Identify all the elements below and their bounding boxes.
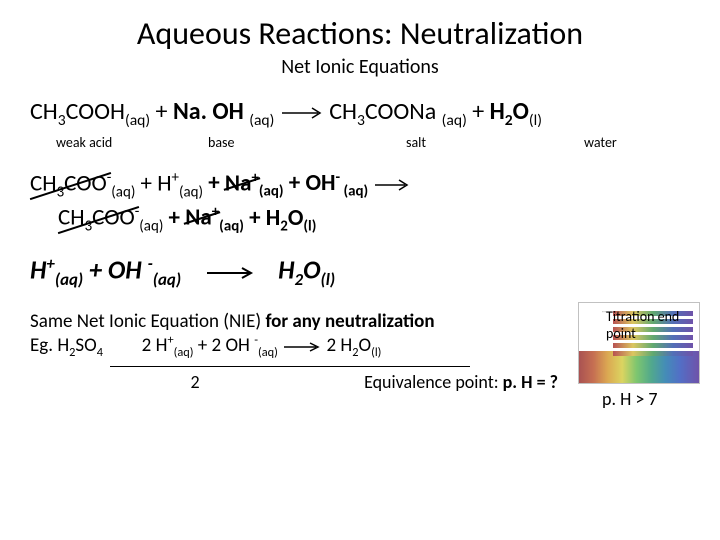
equation-2-line1: CH3COO- (aq) + H+(aq) + Na+(aq) + OH- (a…	[30, 169, 690, 201]
eq2-naplus: +	[251, 169, 258, 187]
eq2-plus2: +	[208, 169, 225, 197]
eq2b-plus-h: + H	[249, 204, 280, 232]
eq1-cooh: COOH	[66, 97, 125, 126]
eq3-aq2: (aq)	[153, 269, 181, 290]
spectator-1: CH3COO-	[30, 169, 111, 201]
eq2-coo: COO	[64, 169, 107, 197]
eq2b-2: 2	[280, 217, 288, 235]
eq3-hplus: +	[46, 253, 54, 274]
arrow-icon	[280, 106, 324, 120]
eq2-aq4: (aq)	[340, 183, 368, 201]
eq1-aq1: (aq)	[125, 111, 150, 130]
bottom-2h2o: 2 H	[326, 334, 352, 357]
divider	[110, 366, 470, 367]
eq1-coona: COONa	[365, 97, 442, 126]
eq1-aq3: (aq)	[442, 111, 467, 130]
equivalence-ph: p. H = ?	[503, 371, 558, 393]
eq3-h: H	[30, 254, 46, 286]
page-subtitle: Net Ionic Equations	[30, 55, 690, 79]
eq2b-minus: -	[135, 203, 140, 221]
eq2b-aq1: (aq)	[139, 217, 163, 235]
bottom-line1a: Same Net Ionic Equation (NIE)	[30, 310, 265, 333]
bottom-l: (l)	[371, 345, 381, 360]
equation-1: CH3COOH(aq) + Na. OH (aq) CH3COONa (aq) …	[30, 97, 690, 130]
eq3-ph: H	[278, 254, 294, 286]
eq2-plus-oh: + OH	[289, 169, 336, 197]
eq2b-naplus: +	[212, 203, 219, 221]
eq1-aq2: (aq)	[249, 111, 274, 130]
eq2b-o: O	[288, 204, 304, 232]
eq2b-plus1: +	[169, 204, 186, 232]
bottom-aq1: (aq)	[174, 345, 194, 360]
eq1-l: (l)	[529, 111, 542, 130]
eq1-h: H	[490, 97, 505, 126]
eq3-aq1: (aq)	[55, 269, 83, 290]
eq2b-coo: COO	[92, 204, 135, 232]
eq1-2: 2	[505, 111, 513, 130]
eq2b-l: (l)	[303, 217, 316, 235]
bottom-eg-so: SO	[75, 334, 96, 357]
arrow-icon	[205, 266, 255, 280]
equation-2-line2: CH3COO- (aq) + Na+(aq) + H2O(l)	[58, 203, 690, 235]
bottom-2h: 2 H	[142, 334, 168, 357]
bottom-2oh: + 2 OH	[198, 334, 254, 357]
eq1-3: 3	[58, 111, 66, 130]
eq1-p-3: 3	[357, 111, 365, 130]
eq1-plus2: +	[472, 97, 489, 126]
eq2-aq3: (aq)	[259, 183, 284, 201]
equation-1-labels: weak acid base salt water	[30, 134, 690, 151]
label-salt: salt	[406, 134, 526, 151]
eq1-p-ch: CH	[329, 97, 357, 126]
arrow-icon	[373, 178, 411, 192]
bottom-line1b: for any neutralization	[265, 310, 434, 333]
eq3-pl: (l)	[321, 269, 336, 290]
eq1-plus1: +	[156, 97, 173, 126]
equivalence-label: Equivalence point:	[364, 371, 503, 393]
eq2-minus: -	[107, 169, 112, 187]
bottom-eg-4: 4	[97, 345, 103, 360]
ph-gt-7: p. H > 7	[602, 388, 702, 410]
label-water: water	[584, 134, 617, 151]
page-number: 2	[30, 371, 360, 393]
bottom-aq2: (aq)	[258, 345, 278, 360]
eq2-plus-h: + H	[141, 169, 172, 197]
eq1-o: O	[513, 97, 529, 126]
eq2-hplus: +	[172, 169, 179, 187]
titration-caption: Titration end point	[606, 308, 710, 342]
eq2b-na: Na	[185, 204, 212, 232]
arrow-icon	[282, 341, 322, 353]
eq2-aq2: (aq)	[179, 183, 203, 201]
label-base: base	[208, 134, 328, 151]
eq3-plus-oh: + OH	[89, 254, 148, 286]
eq3-po: O	[303, 254, 320, 286]
eq1-ch: CH	[30, 97, 58, 126]
spectator-2: Na+	[225, 169, 259, 198]
bottom-eg-h: Eg. H	[30, 334, 69, 357]
spectator-4: Na+	[185, 203, 219, 232]
net-ionic-equation: H+(aq) + OH -(aq) H2O(l)	[30, 253, 690, 290]
eq3-p2: 2	[295, 269, 304, 290]
eq1-naoh: Na. OH	[173, 97, 249, 126]
eq2-na: Na	[225, 169, 252, 197]
spectator-3: CH3COO-	[58, 203, 139, 235]
page-title: Aqueous Reactions: Neutralization	[30, 14, 690, 53]
bottom-o: O	[358, 334, 371, 357]
eq2-ch: CH	[30, 169, 57, 197]
eq2-aq1: (aq)	[111, 183, 135, 201]
eq2b-aq2: (aq)	[219, 217, 244, 235]
eq2b-ch: CH	[58, 204, 85, 232]
label-weak-acid: weak acid	[56, 134, 166, 151]
